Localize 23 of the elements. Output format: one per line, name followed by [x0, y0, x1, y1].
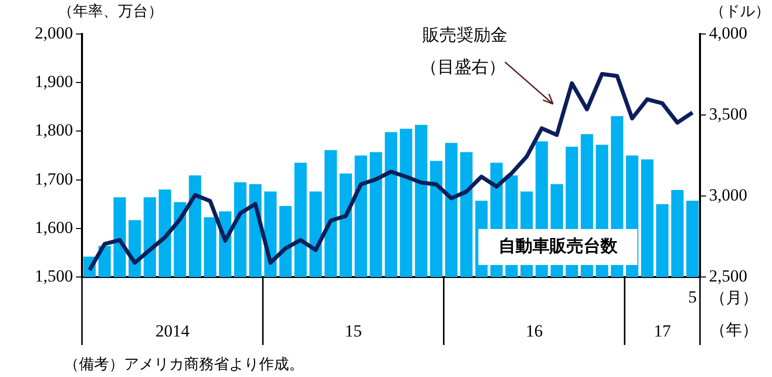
- text: 16: [526, 321, 543, 340]
- text: （備考）アメリカ商務省より作成。: [64, 354, 304, 373]
- y-tick-label: 1,500: [34, 266, 73, 286]
- text: 2014: [155, 321, 190, 340]
- y-tick-label: 2,000: [34, 23, 73, 42]
- y2-tick-label: 4,000: [709, 23, 748, 42]
- series-label: 自動車販売台数: [498, 236, 618, 256]
- annotation: （目盛右）: [420, 57, 506, 78]
- y-tick-label: 1,800: [34, 120, 73, 140]
- text: 17: [654, 321, 672, 340]
- y2-axis-title: （ドル）: [710, 2, 770, 20]
- text: 15: [344, 321, 362, 340]
- x-tick-label: 5: [688, 288, 697, 307]
- y-tick-label: 1,700: [34, 169, 73, 188]
- text: （年）: [710, 320, 758, 340]
- y2-tick-label: 3,000: [709, 185, 748, 204]
- text: 販売奨励金: [422, 25, 508, 46]
- y-tick-label: 1,900: [34, 72, 73, 92]
- y2-tick-label: 3,500: [709, 104, 748, 124]
- y-tick-label: 1,600: [34, 218, 73, 237]
- y2-tick-label: 2,500: [709, 266, 748, 286]
- y-axis-title: （年率、万台）: [58, 2, 163, 20]
- text: （月）: [710, 288, 758, 308]
